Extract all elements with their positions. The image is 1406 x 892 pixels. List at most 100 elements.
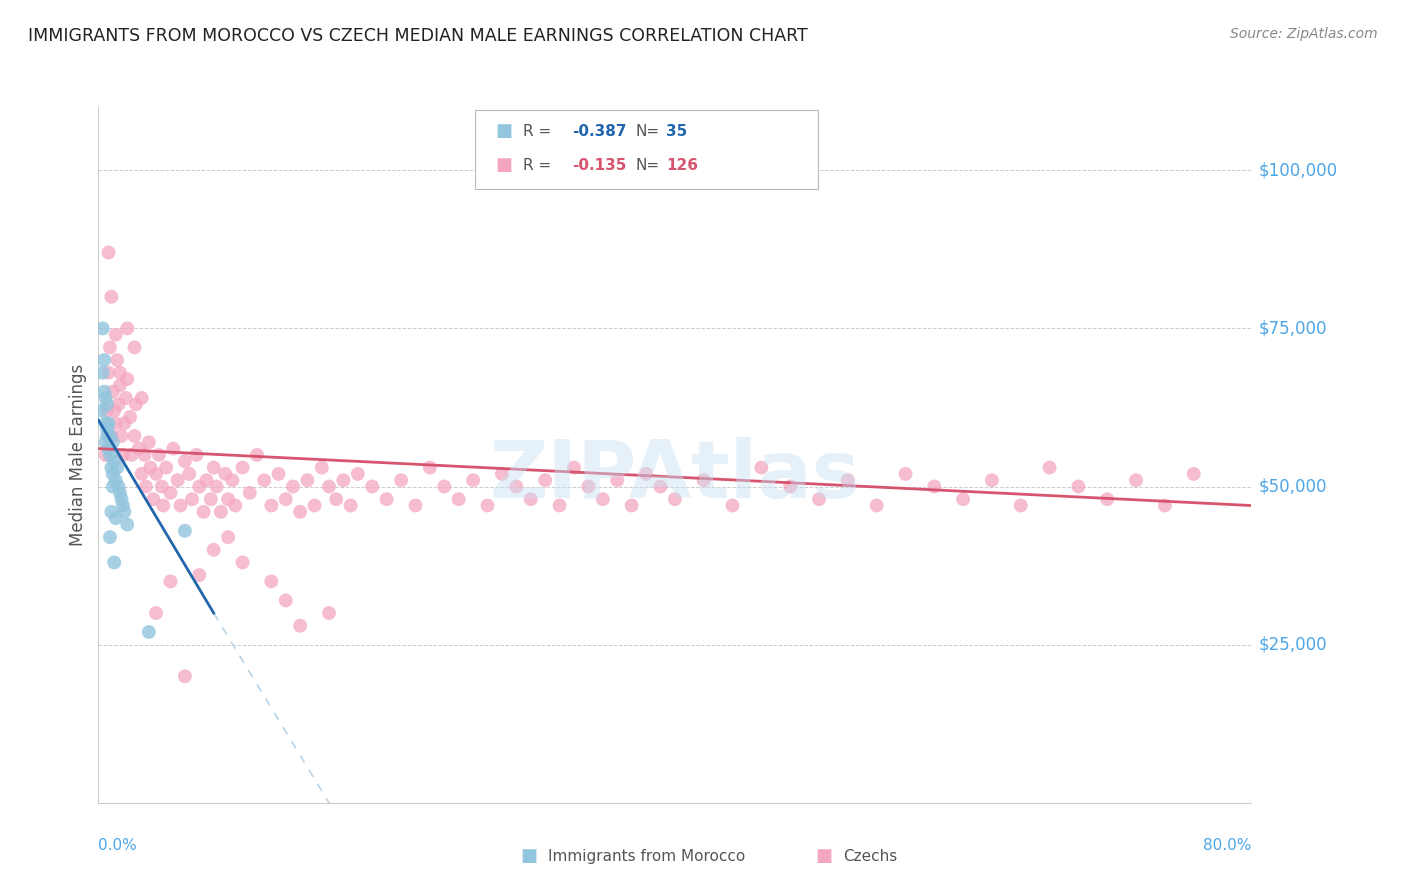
Point — [751, 460, 773, 475]
Point — [866, 499, 889, 513]
Point — [346, 467, 368, 481]
Point — [159, 486, 181, 500]
Point — [1097, 492, 1119, 507]
Point — [311, 460, 333, 475]
Point — [110, 429, 132, 443]
Point — [142, 492, 165, 507]
Point — [111, 499, 134, 513]
Point — [101, 435, 124, 450]
Point — [110, 492, 132, 507]
Point — [520, 492, 543, 507]
Point — [534, 473, 557, 487]
Text: -0.135: -0.135 — [572, 158, 627, 172]
Point — [260, 499, 283, 513]
Point — [107, 397, 129, 411]
Point — [98, 530, 121, 544]
Text: ■: ■ — [495, 156, 512, 174]
Point — [246, 448, 269, 462]
Point — [112, 417, 135, 431]
Text: ■: ■ — [520, 847, 537, 865]
Point — [121, 448, 143, 462]
Point — [124, 340, 146, 354]
Point — [260, 574, 283, 589]
Point — [195, 473, 218, 487]
Point — [221, 473, 243, 487]
Text: $100,000: $100,000 — [1258, 161, 1337, 179]
Point — [105, 460, 128, 475]
Text: R =: R = — [523, 158, 551, 172]
Point — [209, 505, 232, 519]
Point — [1153, 499, 1175, 513]
Point — [188, 479, 211, 493]
Point — [405, 499, 427, 513]
Point — [101, 384, 124, 399]
Text: 80.0%: 80.0% — [1204, 838, 1251, 854]
Point — [100, 290, 122, 304]
Point — [98, 340, 121, 354]
Text: Immigrants from Morocco: Immigrants from Morocco — [548, 849, 745, 863]
Point — [894, 467, 917, 481]
Text: Source: ZipAtlas.com: Source: ZipAtlas.com — [1230, 27, 1378, 41]
Point — [128, 442, 150, 456]
Point — [150, 479, 173, 493]
Point — [339, 499, 361, 513]
Point — [166, 473, 188, 487]
Point — [108, 366, 131, 380]
Point — [721, 499, 744, 513]
Point — [96, 429, 118, 443]
Point — [114, 391, 136, 405]
Point — [202, 542, 225, 557]
Point — [922, 479, 945, 493]
Point — [461, 473, 484, 487]
Text: 126: 126 — [666, 158, 699, 172]
Point — [1010, 499, 1032, 513]
Point — [100, 505, 122, 519]
Point — [131, 467, 153, 481]
Point — [94, 417, 117, 431]
Point — [117, 321, 138, 335]
Point — [107, 479, 129, 493]
Point — [181, 492, 204, 507]
Point — [281, 479, 304, 493]
Point — [239, 486, 262, 500]
Point — [1125, 473, 1147, 487]
Point — [562, 460, 585, 475]
Point — [447, 492, 470, 507]
Text: $50,000: $50,000 — [1258, 477, 1327, 496]
Text: ■: ■ — [495, 122, 512, 140]
Point — [361, 479, 384, 493]
Point — [162, 442, 184, 456]
Text: -0.387: -0.387 — [572, 124, 627, 138]
Point — [231, 556, 254, 570]
Point — [117, 517, 138, 532]
Point — [104, 473, 127, 487]
Point — [186, 448, 208, 462]
Point — [433, 479, 456, 493]
Point — [104, 327, 127, 342]
Point — [148, 448, 170, 462]
Text: $75,000: $75,000 — [1258, 319, 1327, 337]
Point — [96, 403, 118, 417]
Point — [202, 460, 225, 475]
Point — [290, 618, 312, 632]
Point — [375, 492, 398, 507]
Point — [108, 378, 131, 392]
Point — [104, 417, 127, 431]
Point — [325, 492, 347, 507]
Point — [491, 467, 513, 481]
Point — [174, 454, 197, 468]
Point — [93, 384, 115, 399]
Point — [477, 499, 499, 513]
Point — [636, 467, 658, 481]
Point — [98, 448, 121, 462]
Point — [104, 511, 127, 525]
Point — [97, 442, 120, 456]
Text: ZIPAtlas: ZIPAtlas — [489, 437, 860, 515]
Point — [952, 492, 974, 507]
Point — [90, 403, 112, 417]
Point — [93, 353, 115, 368]
Point — [253, 473, 276, 487]
Point — [1182, 467, 1205, 481]
Point — [97, 442, 120, 456]
Point — [297, 473, 319, 487]
